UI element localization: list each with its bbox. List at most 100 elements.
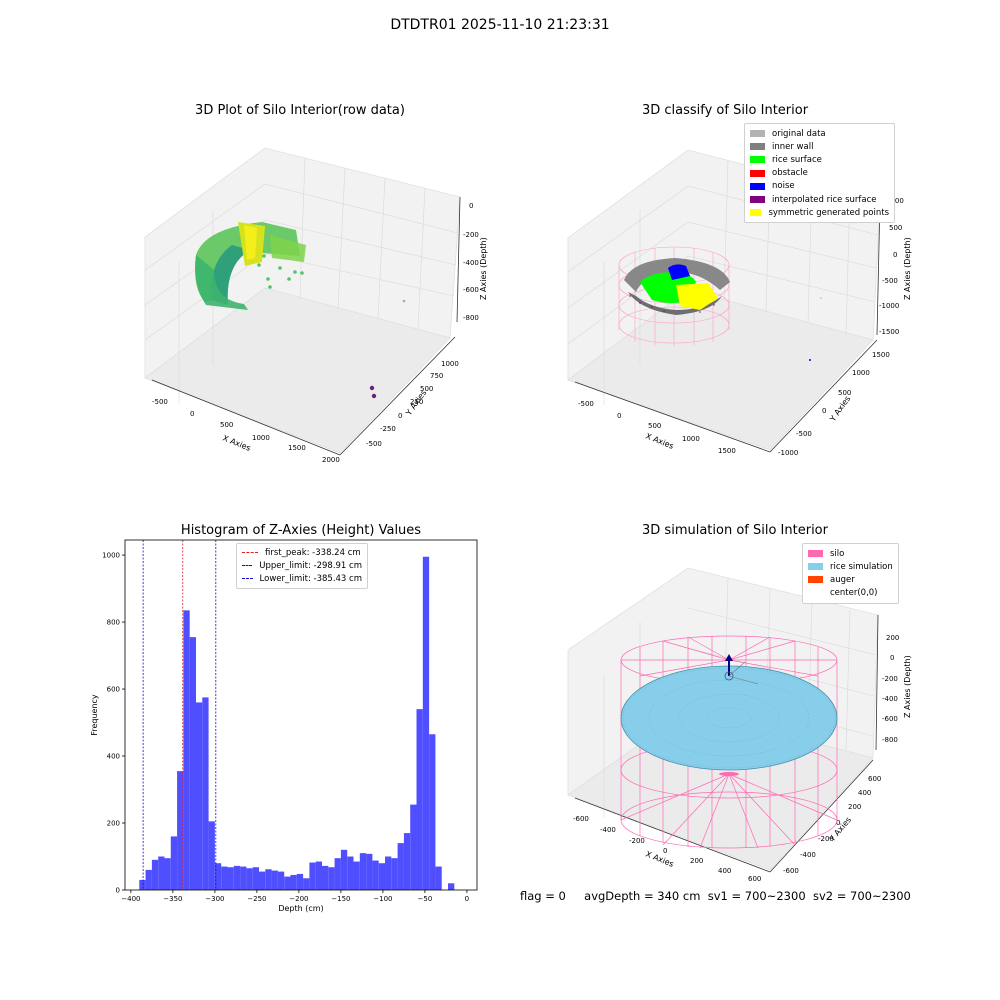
- histogram-bar: [397, 843, 404, 890]
- plot4-xtick: -600: [573, 815, 589, 823]
- histogram-xtick: −300: [205, 895, 224, 903]
- histogram-ytick: 600: [107, 686, 120, 694]
- histogram-bar: [246, 868, 253, 890]
- legend-item-inner-wall: inner wall: [750, 140, 889, 153]
- plot1-ztick: 0: [469, 202, 473, 210]
- swatch-center: [808, 590, 823, 597]
- swatch-obstacle: [750, 169, 765, 177]
- plot2-title: 3D classify of Silo Interior: [641, 103, 809, 118]
- plot1-ytick: 500: [420, 385, 433, 393]
- plot4-title: 3D simulation of Silo Interior: [642, 523, 828, 538]
- legend-item-auger: auger: [808, 573, 893, 586]
- plot4-ztick: 200: [886, 634, 899, 642]
- plot1-ztick: -600: [463, 286, 479, 294]
- plot2-ytick: -1000: [778, 449, 798, 457]
- plot1-ztick: -200: [463, 231, 479, 239]
- status-sv2: sv2 = 700~2300: [812, 889, 911, 903]
- histogram-xtick: −100: [373, 895, 392, 903]
- histogram-bar: [328, 867, 335, 890]
- status-line: flag = 0 avgDepth = 340 cm sv1 = 700~230…: [520, 889, 911, 903]
- plot1-ytick: -500: [366, 440, 382, 448]
- histogram-bar: [221, 866, 228, 890]
- histogram-bar: [145, 869, 152, 890]
- plot2-xtick: -500: [578, 400, 594, 408]
- plot2-ytick: 500: [838, 389, 851, 397]
- histogram-bar: [158, 856, 165, 890]
- swatch-auger: [808, 576, 823, 584]
- legend-item-upper-limit: Upper_limit: -298.91 cm: [242, 559, 362, 572]
- plot4-ztick: -800: [882, 736, 898, 744]
- histogram-bar: [372, 860, 379, 890]
- swatch-rice-simulation: [808, 563, 823, 571]
- swatch-original: [750, 130, 765, 138]
- plot4-xtick: -200: [629, 837, 645, 845]
- swatch-interpolated: [750, 196, 765, 204]
- swatch-symmetric: [750, 209, 762, 217]
- histogram-ylabel: Frequency: [90, 694, 99, 736]
- histogram-xtick: −350: [163, 895, 182, 903]
- histogram-bar: [277, 871, 285, 890]
- histogram-xtick: −250: [247, 895, 266, 903]
- figure-title: DTDTR01 2025-11-10 21:23:31: [390, 17, 610, 33]
- plot4-y-ticks: -600 -400 -200 0 200 400 600: [783, 775, 881, 875]
- plot1-ztick: -400: [463, 259, 479, 267]
- histogram-bar: [416, 709, 423, 890]
- histogram-bar: [296, 873, 304, 890]
- plot2-ztick: -1500: [879, 328, 899, 336]
- swatch-noise: [750, 182, 765, 190]
- plot1-title: 3D Plot of Silo Interior(row data): [195, 103, 405, 118]
- histogram-bar: [290, 874, 297, 890]
- plot4-xtick: 600: [748, 875, 761, 883]
- plot2-y-ticks: -1000 -500 0 500 1000 1500: [778, 351, 890, 457]
- histogram-xtick: −400: [121, 895, 140, 903]
- histogram-bar: [435, 866, 442, 890]
- plot4-ytick: -400: [800, 851, 816, 859]
- plot4-xlabel: X Axies: [644, 850, 675, 869]
- histogram-legend: first_peak: -338.24 cm Upper_limit: -298…: [236, 543, 368, 589]
- status-avg-depth: avgDepth = 340 cm: [584, 889, 701, 903]
- status-sv1: sv1 = 700~2300: [707, 889, 806, 903]
- plot1-x-ticks: -500 0 500 1000 1500 2000: [152, 398, 340, 464]
- histogram-bar: [422, 556, 430, 890]
- plot1-xtick: -500: [152, 398, 168, 406]
- plot2-ztick: 0: [893, 251, 897, 259]
- histogram-bar: [164, 858, 171, 890]
- swatch-silo: [808, 550, 823, 558]
- histogram-bar: [139, 879, 146, 890]
- plot1-ytick: 750: [430, 372, 443, 380]
- histogram-bar: [233, 865, 241, 890]
- plot1-ytick: 250: [410, 398, 423, 406]
- plot4-rice-surface: [620, 665, 838, 771]
- histogram-title: Histogram of Z-Axies (Height) Values: [180, 523, 422, 538]
- histogram-bar: [227, 867, 234, 890]
- plot1-point-cloud: [195, 222, 406, 399]
- plot2-ztick: 500: [889, 224, 902, 232]
- histogram-bar: [410, 804, 417, 890]
- legend-item-first-peak: first_peak: -338.24 cm: [242, 546, 362, 559]
- histogram-bar: [429, 734, 436, 890]
- histogram-bar: [347, 856, 354, 890]
- histogram-ytick: 200: [107, 820, 120, 828]
- histogram-bar: [151, 859, 159, 890]
- histogram-reference-lines: [142, 540, 217, 890]
- histogram-xtick: −200: [289, 895, 308, 903]
- histogram-bars: [139, 556, 455, 890]
- histogram-bar: [265, 869, 272, 890]
- plot1-z-ticks: 0 -200 -400 -600 -800: [463, 202, 479, 322]
- histogram-bar: [322, 865, 329, 890]
- plot1-ytick: 1000: [441, 360, 459, 368]
- plot1-xtick: 1500: [288, 444, 306, 452]
- swatch-rice-surface: [750, 156, 765, 164]
- legend-item-noise: noise: [750, 180, 889, 193]
- plot4-ztick: -200: [882, 675, 898, 683]
- histogram-ytick: 400: [107, 753, 120, 761]
- histogram-bar: [284, 876, 291, 890]
- plot2-legend: original data inner wall rice surface ob…: [744, 123, 895, 224]
- plot2-xtick: 1500: [718, 447, 736, 455]
- plot1-xtick: 1000: [252, 434, 270, 442]
- status-flag: flag = 0: [520, 889, 566, 903]
- plot2-ytick: -500: [796, 430, 812, 438]
- histogram-bar: [271, 870, 278, 890]
